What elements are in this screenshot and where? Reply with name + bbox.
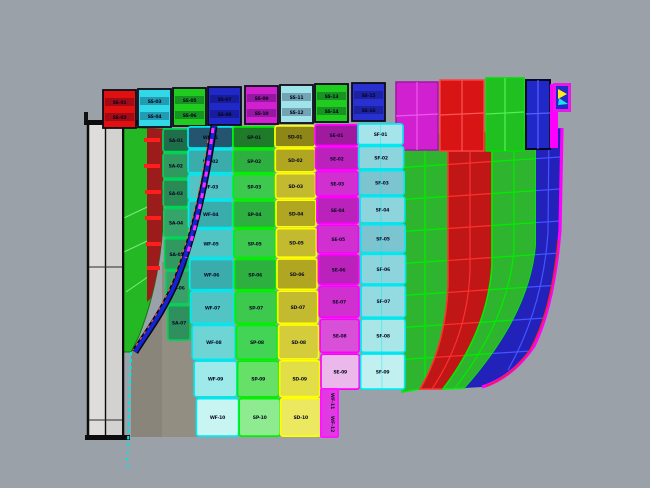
plate-panel[interactable] [189,290,235,325]
plate-panel[interactable] [276,258,318,291]
side-tab[interactable]: WF-11 WF-12 [320,388,339,438]
plate-panel[interactable] [278,359,321,398]
plate-panel[interactable] [320,353,361,390]
plate-panel[interactable] [358,169,406,196]
top-edge-magenta [550,84,558,148]
plate-panel[interactable] [162,179,189,208]
strake-lightcyan[interactable]: SF-01SF-02SF-03SF-04SF-05SF-06SF-07SF-08… [357,123,407,390]
plate-panel[interactable] [317,253,360,286]
plate-panel[interactable] [233,258,277,291]
plate-panel[interactable] [316,196,360,225]
plate-panel[interactable] [166,304,191,341]
labeled-plate-strakes[interactable]: SA-01SA-02SA-03SA-04SA-05SA-06SA-07WF-01… [162,123,407,437]
selected-curve-highlight [184,127,215,259]
plate-panel[interactable] [162,152,190,179]
plate-panel[interactable] [232,173,276,201]
plate-panel[interactable] [187,173,234,201]
grid-lines-g1 [402,134,448,391]
plate-panel[interactable] [191,324,237,361]
keel-bottom-bar [85,435,130,440]
grid-strake-green-2[interactable] [443,130,536,389]
plate-panel[interactable] [359,353,406,390]
plate-panel[interactable] [279,397,322,437]
keel-notch [84,112,88,122]
view-orientation-flag-icon [553,83,571,112]
plate-panel[interactable] [357,145,405,170]
frame-ticks-red [144,138,161,270]
plate-panel[interactable] [195,397,240,437]
plate-panel[interactable] [274,172,317,200]
plate-panel[interactable] [319,318,360,354]
plate-panel[interactable] [314,146,359,171]
plate-panel[interactable] [277,324,320,360]
reference-curve-orange [132,139,209,351]
sheer-strake-grid-blocks[interactable] [395,77,558,152]
strake-magenta[interactable]: SE-01SE-02SE-03SE-04SE-05SE-06SE-07SE-08… [314,124,361,390]
plate-panel[interactable] [274,147,317,173]
plate-panel[interactable] [238,397,282,437]
plate-panel[interactable] [360,253,407,285]
frame-strip-darkred [147,128,163,302]
plate-panel[interactable] [318,285,360,319]
plate-panel[interactable] [360,318,407,354]
plate-panel[interactable] [314,124,359,147]
lower-edge-cyan-dashed [126,351,133,447]
grid-strake-blue[interactable] [465,128,562,388]
plate-panel[interactable] [360,284,407,319]
sheer-strake-band[interactable]: SS-01SS-02SS-03SS-04SS-05SS-06SS-07SS-08… [102,82,386,129]
hull-edge-red [485,239,559,387]
hull-grid-strakes[interactable] [395,127,575,393]
side-tab-label-1: WF-11 [329,393,335,409]
plate-panel[interactable] [162,207,189,238]
strake-green[interactable]: SP-01SP-02SP-03SP-04SP-05SP-06SP-07SP-08… [232,126,282,437]
plate-panel[interactable] [359,195,406,224]
plate-panel[interactable] [275,227,318,259]
strake-left-green[interactable] [122,126,164,353]
plate-panel[interactable] [276,290,319,325]
grid-lines-g2 [420,132,492,389]
plate-panel[interactable] [316,224,360,254]
plate-panel[interactable] [188,258,235,291]
stem-profile-curve[interactable] [125,125,218,468]
plate-panel[interactable] [235,324,279,361]
plate-panel[interactable] [233,228,277,259]
keel-panel[interactable] [84,112,144,440]
plate-panel[interactable] [232,148,276,174]
plate-panel[interactable] [236,360,280,398]
plate-panel[interactable] [234,290,278,325]
plate-panel[interactable] [232,126,276,149]
plate-panel[interactable] [359,223,407,254]
plate-panel[interactable] [232,200,277,229]
strake-yellow[interactable]: SD-01SD-02SD-03SD-04SD-05SD-06SD-07SD-08… [274,125,322,437]
keel-panel-shade [106,124,122,436]
plate-panel[interactable] [275,199,317,228]
side-tab-label-2: WF-12 [329,416,335,432]
strake-cyan[interactable]: WF-01WF-02WF-03WF-04WF-05WF-06WF-07WF-08… [187,126,240,437]
plate-panel[interactable] [162,128,190,153]
plate-panel[interactable] [193,360,238,398]
plate-panel[interactable] [315,170,359,197]
plate-panel[interactable] [274,125,316,148]
